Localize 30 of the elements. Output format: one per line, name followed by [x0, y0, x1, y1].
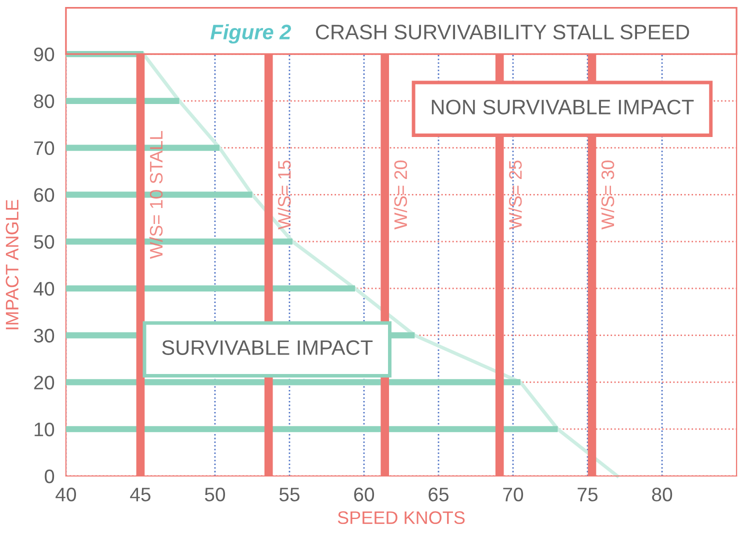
- x-tick-label: 70: [503, 488, 524, 502]
- x-tick-label: 80: [652, 488, 672, 502]
- annotation: W/S= 10 STALL: [149, 130, 163, 259]
- chart-title: Figure 2: [210, 24, 292, 44]
- y-tick-label: 80: [34, 94, 54, 108]
- x-tick-label: 40: [56, 488, 76, 502]
- y-tick-label: 50: [34, 235, 54, 249]
- x-tick-label: 50: [204, 488, 226, 502]
- chart-subtitle: CRASH SURVIVABILITY STALL SPEED: [316, 24, 690, 40]
- y-tick-label: 30: [34, 328, 54, 343]
- annotation: W/S= 20: [394, 160, 408, 230]
- annotation: NON SURVIVABLE IMPACT: [432, 100, 694, 114]
- y-tick-label: 0: [44, 469, 54, 484]
- x-tick-label: 55: [279, 488, 300, 502]
- x-tick-label: 60: [354, 488, 374, 502]
- annotation: W/S= 25: [508, 160, 522, 230]
- x-tick-label: 75: [578, 488, 598, 502]
- x-axis-title: SPEED KNOTS: [338, 511, 465, 524]
- y-tick-label: 10: [34, 422, 54, 436]
- x-tick-label: 65: [428, 488, 449, 502]
- annotation: SURVIVABLE IMPACT: [162, 340, 373, 355]
- y-tick-label: 90: [34, 47, 54, 62]
- annotation: W/S= 30: [600, 160, 614, 230]
- y-tick-label: 40: [34, 282, 54, 296]
- y-tick-label: 20: [34, 376, 54, 390]
- y-tick-label: 60: [34, 188, 54, 202]
- annotation: W/S= 15: [278, 160, 291, 230]
- x-tick-label: 45: [130, 488, 150, 502]
- y-axis-title: IMPACT ANGLE: [6, 200, 19, 330]
- y-tick-label: 70: [34, 141, 54, 156]
